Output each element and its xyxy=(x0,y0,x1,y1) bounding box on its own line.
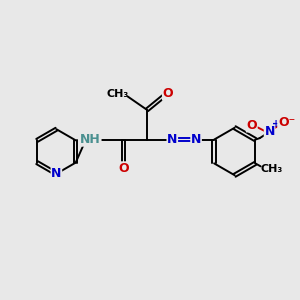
Text: CH₃: CH₃ xyxy=(106,89,128,99)
Text: O: O xyxy=(118,162,129,175)
Text: CH₃: CH₃ xyxy=(261,164,283,174)
Text: O: O xyxy=(246,119,257,132)
Text: N: N xyxy=(167,133,178,146)
Text: N: N xyxy=(264,125,275,138)
Text: N: N xyxy=(51,167,62,180)
Text: N: N xyxy=(191,133,201,146)
Text: +: + xyxy=(272,119,281,129)
Text: O: O xyxy=(163,87,173,100)
Text: NH: NH xyxy=(80,133,101,146)
Text: O⁻: O⁻ xyxy=(278,116,295,129)
